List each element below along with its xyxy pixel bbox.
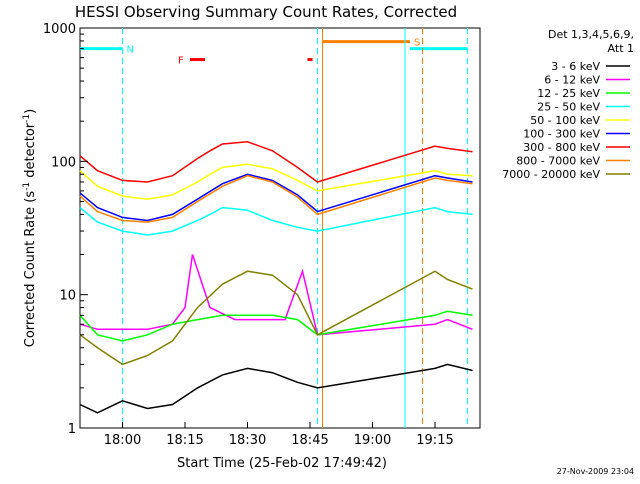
flag-label-f: F [178, 56, 184, 67]
series-line-2 [79, 310, 473, 342]
legend-label-5: 100 - 300 keV [523, 128, 600, 141]
y-tick-label-1: 10 [59, 289, 76, 304]
x-tick-label-1: 18:15 [166, 433, 203, 448]
y-axis-label-sup2: -1 [22, 114, 32, 123]
marker-lines [122, 28, 468, 428]
y-axis-label-mid: detector [23, 122, 38, 182]
legend-label-6: 300 - 800 keV [523, 141, 600, 154]
series-line-1 [79, 254, 473, 336]
series-line-4 [79, 163, 473, 200]
y-axis-label: Corrected Count Rate (s-1 detector-1) [22, 109, 38, 347]
y-tick-label-0: 1 [68, 422, 76, 437]
legend-label-2: 12 - 25 keV [537, 87, 600, 100]
series-line-3 [79, 206, 473, 236]
legend-label-4: 50 - 100 keV [530, 114, 600, 127]
x-tick-label-3: 18:45 [291, 433, 328, 448]
legend-header-line1: Det 1,3,4,5,6,9, [548, 28, 634, 41]
x-axis-label: Start Time (25-Feb-02 17:49:42) [177, 456, 387, 471]
series-lines [79, 141, 473, 414]
x-tick-label-0: 18:00 [104, 433, 141, 448]
y-axis-label-end: ) [23, 109, 38, 114]
x-tick-label-4: 19:00 [354, 433, 391, 448]
legend-label-7: 800 - 7000 keV [516, 155, 600, 168]
y-axis-ticks: 1 10 100 1000 [43, 22, 88, 437]
series-line-0 [79, 363, 473, 414]
y-tick-label-3: 1000 [43, 22, 76, 37]
x-tick-label-2: 18:30 [229, 433, 266, 448]
series-line-8 [79, 270, 473, 366]
footer-timestamp: 27-Nov-2009 23:04 [557, 467, 634, 476]
flag-label-n: N [127, 45, 134, 56]
legend-label-1: 6 - 12 keV [544, 74, 600, 87]
series-line-7 [79, 174, 473, 223]
observing-flags: N S F [80, 38, 468, 67]
x-axis-ticks: 18:00 18:15 18:30 18:45 19:00 19:15 [104, 422, 454, 448]
flag-label-s: S [414, 38, 420, 49]
plot-frame [79, 27, 481, 429]
series-line-6 [79, 141, 473, 183]
x-tick-label-5: 19:15 [416, 433, 453, 448]
legend-header-line2: Att 1 [608, 42, 634, 55]
series-line-5 [79, 173, 473, 222]
chart-title: HESSI Observing Summary Count Rates, Cor… [75, 3, 457, 21]
legend-label-3: 25 - 50 keV [537, 101, 600, 114]
legend-label-0: 3 - 6 keV [551, 60, 600, 73]
y-axis-label-sup1: -1 [22, 182, 32, 191]
plot-area: N S F 18:00 18:15 18:30 18:45 19:00 19:15 1 10 10… [43, 22, 481, 448]
legend-label-8: 7000 - 20000 keV [502, 168, 600, 181]
y-tick-label-2: 100 [51, 155, 76, 170]
y-axis-label-main: Corrected Count Rate (s [23, 191, 38, 348]
